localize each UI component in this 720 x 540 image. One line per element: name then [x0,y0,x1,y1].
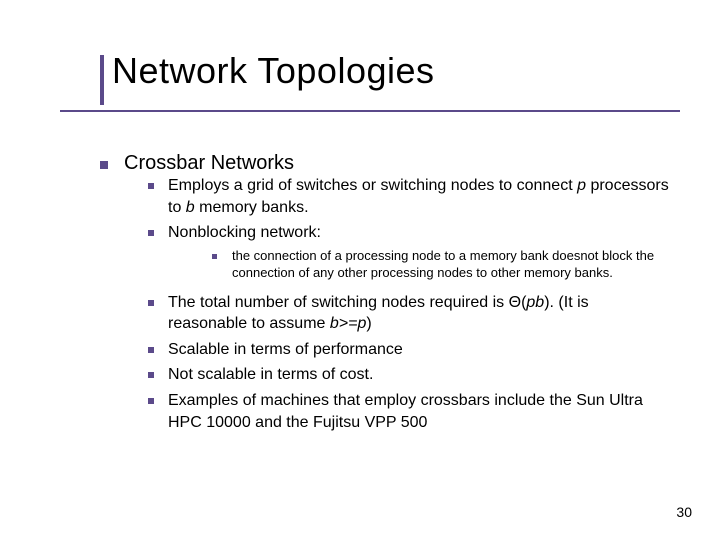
bullet-lvl2: Nonblocking network: the connection of a… [124,222,670,281]
text-frag: memory banks. [195,199,309,216]
square-bullet-icon [212,254,217,259]
lvl2-text: Employs a grid of switches or switching … [168,177,669,216]
square-bullet-icon [148,230,154,236]
var-ineq: b>=p [330,315,366,332]
bullet-lvl1: Crossbar Networks Employs a grid of swit… [100,152,670,433]
var-p: p [577,177,586,194]
text-frag: Employs a grid of switches or switching … [168,177,577,194]
var-pb: pb [526,294,544,311]
text-frag: The total number of switching nodes requ… [168,294,526,311]
slide-content: Crossbar Networks Employs a grid of swit… [100,152,670,433]
square-bullet-icon [148,398,154,404]
title-accent-bar [100,55,104,105]
square-bullet-icon [148,372,154,378]
page-number: 30 [676,504,692,520]
text-frag: ) [366,315,371,332]
slide: Network Topologies Crossbar Networks Emp… [0,0,720,540]
square-bullet-icon [148,347,154,353]
var-b: b [186,199,195,216]
square-bullet-icon [100,161,108,169]
slide-title: Network Topologies [112,50,670,92]
lvl2-text: Nonblocking network: [168,224,321,241]
lvl2-text: Not scalable in terms of cost. [168,366,373,383]
square-bullet-icon [148,300,154,306]
square-bullet-icon [148,183,154,189]
lvl2-text: The total number of switching nodes requ… [168,294,589,333]
bullet-lvl2: Examples of machines that employ crossba… [124,390,670,433]
lvl3-text: the connection of a processing node to a… [232,248,654,280]
bullet-lvl2: Scalable in terms of performance [124,339,670,361]
bullet-lvl2: Employs a grid of switches or switching … [124,175,670,218]
lvl2-text: Scalable in terms of performance [168,341,403,358]
bullet-lvl2: Not scalable in terms of cost. [124,364,670,386]
bullet-lvl3: the connection of a processing node to a… [168,248,670,282]
bullet-lvl2: The total number of switching nodes requ… [124,292,670,335]
lvl1-text: Crossbar Networks [124,152,294,174]
title-underline [60,110,680,112]
lvl2-text: Examples of machines that employ crossba… [168,392,643,431]
